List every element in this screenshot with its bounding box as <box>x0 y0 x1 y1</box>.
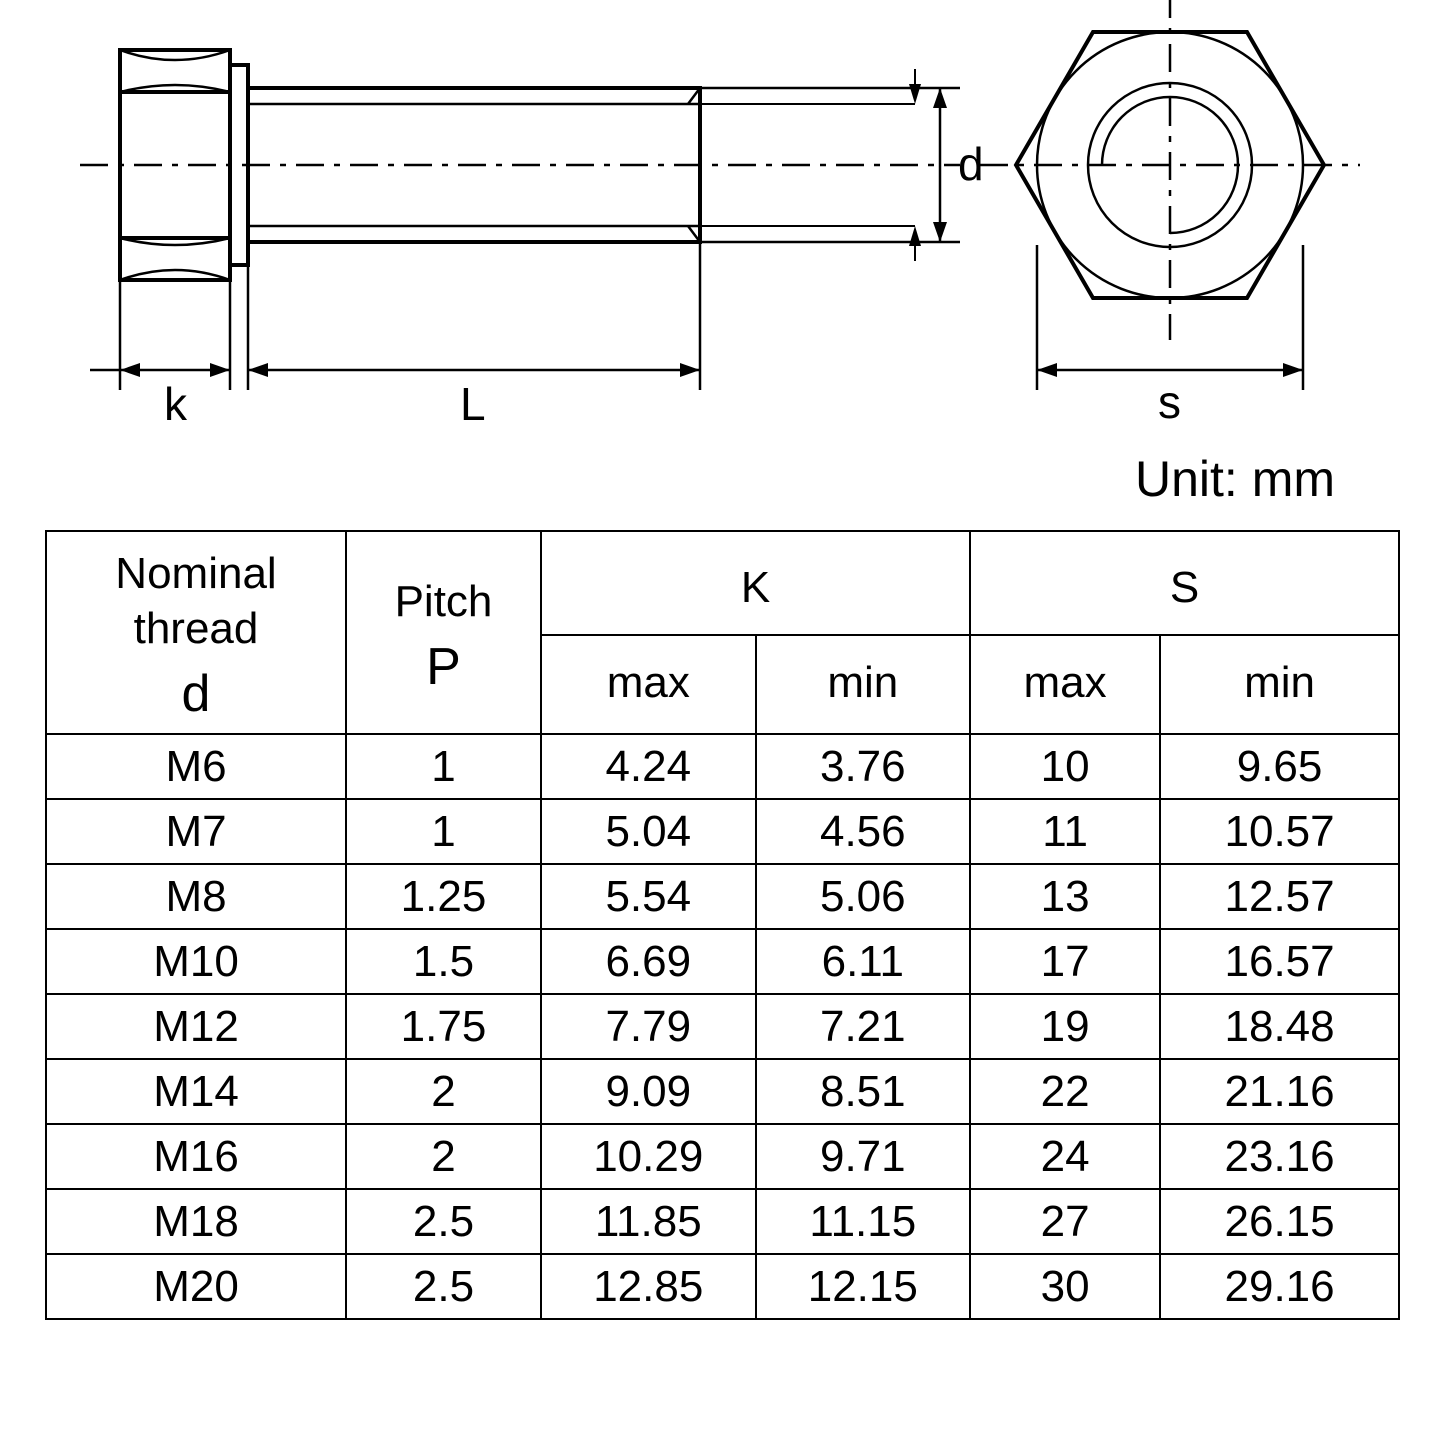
col-header-S: S <box>970 531 1399 635</box>
table-row: M101.56.696.111716.57 <box>46 929 1399 994</box>
cell-kmin: 6.11 <box>756 929 971 994</box>
col-header-k-min: min <box>756 635 971 734</box>
cell-kmax: 7.79 <box>541 994 756 1059</box>
table-row: M715.044.561110.57 <box>46 799 1399 864</box>
cell-kmin: 3.76 <box>756 734 971 799</box>
cell-kmin: 5.06 <box>756 864 971 929</box>
col-header-p: Pitch P <box>346 531 541 734</box>
label-L: L <box>460 378 486 430</box>
cell-smax: 11 <box>970 799 1160 864</box>
cell-p: 1 <box>346 799 541 864</box>
cell-p: 2.5 <box>346 1254 541 1319</box>
unit-label: Unit: mm <box>1135 450 1335 508</box>
col-header-k-max: max <box>541 635 756 734</box>
cell-smin: 29.16 <box>1160 1254 1399 1319</box>
cell-d: M7 <box>46 799 346 864</box>
label-d: d <box>958 138 984 190</box>
cell-smax: 13 <box>970 864 1160 929</box>
cell-smin: 18.48 <box>1160 994 1399 1059</box>
cell-kmax: 11.85 <box>541 1189 756 1254</box>
cell-d: M20 <box>46 1254 346 1319</box>
cell-smax: 17 <box>970 929 1160 994</box>
cell-kmax: 4.24 <box>541 734 756 799</box>
cell-d: M16 <box>46 1124 346 1189</box>
col-header-s-max: max <box>970 635 1160 734</box>
cell-smax: 22 <box>970 1059 1160 1124</box>
cell-kmin: 9.71 <box>756 1124 971 1189</box>
cell-smax: 30 <box>970 1254 1160 1319</box>
cell-kmin: 12.15 <box>756 1254 971 1319</box>
cell-kmax: 10.29 <box>541 1124 756 1189</box>
cell-kmin: 7.21 <box>756 994 971 1059</box>
cell-d: M14 <box>46 1059 346 1124</box>
table-row: M202.512.8512.153029.16 <box>46 1254 1399 1319</box>
cell-smin: 9.65 <box>1160 734 1399 799</box>
cell-d: M8 <box>46 864 346 929</box>
cell-p: 1 <box>346 734 541 799</box>
cell-d: M18 <box>46 1189 346 1254</box>
cell-kmax: 6.69 <box>541 929 756 994</box>
label-s: s <box>1158 376 1181 428</box>
cell-kmax: 5.04 <box>541 799 756 864</box>
cell-d: M12 <box>46 994 346 1059</box>
cell-smax: 27 <box>970 1189 1160 1254</box>
cell-smin: 26.15 <box>1160 1189 1399 1254</box>
cell-p: 2 <box>346 1059 541 1124</box>
cell-smax: 19 <box>970 994 1160 1059</box>
cell-p: 1.5 <box>346 929 541 994</box>
cell-kmin: 11.15 <box>756 1189 971 1254</box>
spec-table: Nominal thread d Pitch P K S max min max… <box>45 530 1400 1320</box>
bolt-diagram: k L d s <box>60 20 1380 440</box>
col-header-K: K <box>541 531 970 635</box>
cell-smax: 24 <box>970 1124 1160 1189</box>
col-header-s-min: min <box>1160 635 1399 734</box>
cell-kmin: 4.56 <box>756 799 971 864</box>
table-row: M16210.299.712423.16 <box>46 1124 1399 1189</box>
cell-smin: 23.16 <box>1160 1124 1399 1189</box>
cell-p: 2 <box>346 1124 541 1189</box>
cell-kmax: 12.85 <box>541 1254 756 1319</box>
cell-kmin: 8.51 <box>756 1059 971 1124</box>
cell-p: 1.75 <box>346 994 541 1059</box>
table-row: M614.243.76109.65 <box>46 734 1399 799</box>
cell-smin: 10.57 <box>1160 799 1399 864</box>
table-row: M121.757.797.211918.48 <box>46 994 1399 1059</box>
cell-p: 2.5 <box>346 1189 541 1254</box>
cell-smin: 12.57 <box>1160 864 1399 929</box>
cell-kmax: 9.09 <box>541 1059 756 1124</box>
cell-smax: 10 <box>970 734 1160 799</box>
col-header-d: Nominal thread d <box>46 531 346 734</box>
cell-d: M6 <box>46 734 346 799</box>
label-k: k <box>164 378 188 430</box>
cell-p: 1.25 <box>346 864 541 929</box>
cell-d: M10 <box>46 929 346 994</box>
table-row: M1429.098.512221.16 <box>46 1059 1399 1124</box>
cell-smin: 16.57 <box>1160 929 1399 994</box>
cell-kmax: 5.54 <box>541 864 756 929</box>
table-row: M81.255.545.061312.57 <box>46 864 1399 929</box>
table-row: M182.511.8511.152726.15 <box>46 1189 1399 1254</box>
cell-smin: 21.16 <box>1160 1059 1399 1124</box>
